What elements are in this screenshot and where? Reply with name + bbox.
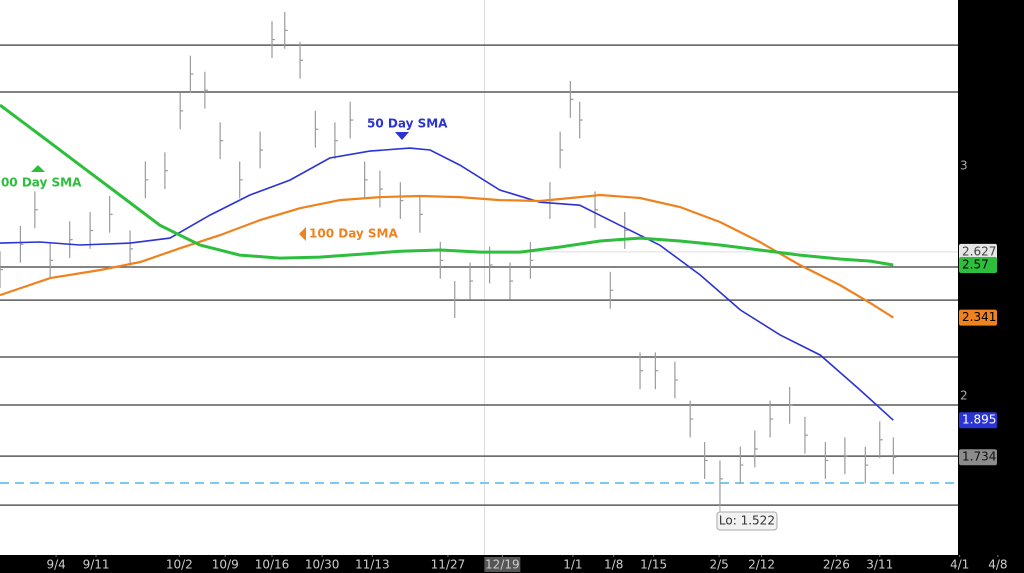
x-tick-label: 2/26	[823, 558, 850, 572]
sma-last-tag: 2.57	[962, 257, 989, 271]
x-tick-label: 10/9	[212, 558, 239, 572]
y-tick-label: 2	[960, 389, 968, 403]
low-annotation: Lo: 1.522	[719, 514, 775, 528]
sma-line	[0, 147, 894, 421]
sma-line	[0, 193, 894, 319]
y-tick-label: 3	[960, 159, 968, 173]
x-tick-label: 12/19	[485, 558, 520, 572]
x-tick-label: 2/12	[748, 558, 775, 572]
x-tick-highlight	[484, 557, 521, 572]
sma-line	[0, 103, 894, 267]
sma-last-tag: 2.341	[962, 310, 996, 324]
sma-last-tag-box	[959, 256, 997, 273]
sma-annotation: 100 Day SMA	[309, 227, 399, 241]
plot	[0, 0, 958, 555]
x-tick-label: 4/1	[950, 558, 969, 572]
sma-annotation: 200 Day SMA	[0, 176, 82, 190]
crosshair-price-tag-box	[959, 243, 997, 260]
x-tick-label: 1/1	[563, 558, 582, 572]
x-tick-label: 3/11	[866, 558, 893, 572]
sma-last-tag: 1.895	[962, 413, 996, 427]
overlay: 2 3 9/4 9/11 10/2 10/9 10/16 10/30 11/13 11/27 12/…	[0, 117, 1008, 572]
crosshair-price-tag: 2.627	[962, 244, 996, 258]
x-tick-label: 10/2	[166, 558, 193, 572]
price-axis-panel	[958, 0, 1024, 573]
sma-annotation-marker	[395, 132, 409, 140]
sma-annotation-marker	[31, 165, 45, 172]
x-tick-label: 1/8	[604, 558, 623, 572]
sma-annotation-marker	[299, 227, 306, 241]
low-annotation-box	[716, 511, 778, 531]
last-price-tag: 1.734	[962, 450, 996, 464]
x-tick-label: 11/27	[431, 558, 466, 572]
sma-last-tag-box	[959, 309, 997, 326]
last-price-tag-box	[959, 449, 997, 466]
x-tick-label: 1/15	[640, 558, 667, 572]
plot-area	[0, 0, 958, 555]
x-tick-label: 9/4	[46, 558, 65, 572]
x-tick-label: 10/30	[305, 558, 340, 572]
x-tick-label: 9/11	[83, 558, 110, 572]
x-tick-label: 2/5	[709, 558, 728, 572]
x-tick-label: 4/8	[988, 558, 1007, 572]
x-tick-label: 11/13	[355, 558, 390, 572]
sma-annotation: 50 Day SMA	[367, 117, 448, 131]
x-tick-label: 10/16	[255, 558, 290, 572]
sma-last-tag-box	[959, 412, 997, 429]
